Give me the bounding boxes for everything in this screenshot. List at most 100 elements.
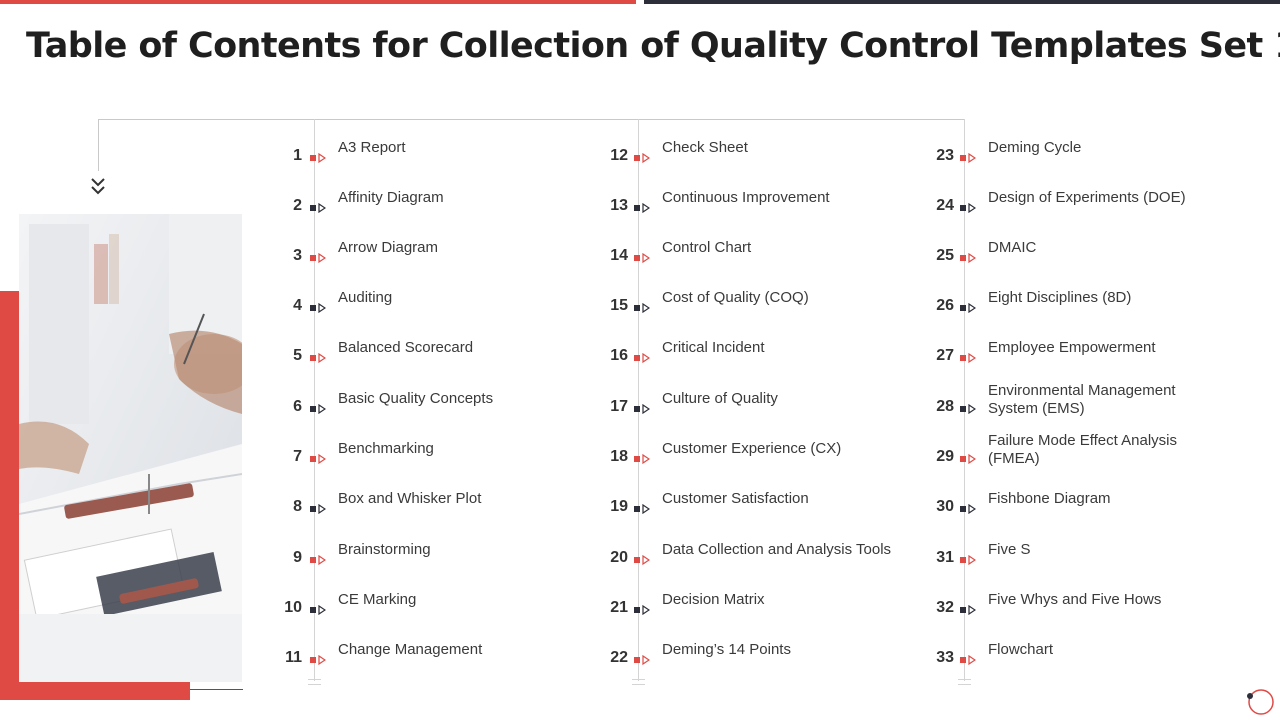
toc-item[interactable]: 8 Box and Whisker Plot — [0, 490, 1280, 530]
toc-item[interactable]: 10 CE Marking — [0, 591, 1280, 631]
toc-item-label: Control Chart — [662, 239, 752, 256]
bullet-arrow-icon — [634, 303, 650, 313]
toc-item-number: 23 — [936, 147, 954, 164]
toc-item-number: 31 — [936, 549, 954, 566]
bullet-arrow-icon — [634, 153, 650, 163]
toc-item[interactable]: 9 Brainstorming — [0, 541, 1280, 581]
toc-item[interactable]: 18 Customer Experience (CX) — [0, 440, 1280, 480]
toc-item[interactable]: 2 Affinity Diagram — [0, 189, 1280, 229]
toc-item-label: Decision Matrix — [662, 591, 765, 608]
toc-item-label: Auditing — [338, 289, 393, 306]
toc-item[interactable]: 7 Benchmarking — [0, 440, 1280, 480]
bullet-arrow-icon — [634, 203, 650, 213]
toc-item-label: Balanced Scorecard — [338, 339, 474, 356]
toc-item[interactable]: 30 Fishbone Diagram — [0, 490, 1280, 530]
toc-item-label: Environmental Management System (EMS) — [988, 382, 1176, 417]
toc-item-label: Customer Experience (CX) — [662, 440, 842, 457]
toc-item[interactable]: 28 Environmental Management System (EMS) — [0, 382, 1280, 430]
chevrons-down-icon — [91, 178, 105, 195]
column-divider-foot — [308, 679, 321, 685]
top-accent-bar-red — [0, 0, 636, 4]
toc-item-number: 25 — [936, 247, 954, 264]
toc-item[interactable]: 16 Critical Incident — [0, 339, 1280, 379]
page-title: Table of Contents for Collection of Qual… — [26, 26, 1280, 66]
bullet-arrow-icon — [960, 454, 976, 464]
toc-item-label: Employee Empowerment — [988, 339, 1156, 356]
toc-item[interactable]: 3 Arrow Diagram — [0, 239, 1280, 279]
toc-item-label: CE Marking — [338, 591, 417, 608]
toc-item[interactable]: 33 Flowchart — [0, 641, 1280, 681]
bullet-arrow-icon — [310, 454, 326, 464]
bullet-arrow-icon — [310, 353, 326, 363]
toc-item[interactable]: 31 Five S — [0, 541, 1280, 581]
toc-item-number: 12 — [610, 147, 628, 164]
bullet-arrow-icon — [960, 153, 976, 163]
toc-item-number: 8 — [293, 498, 302, 515]
toc-item-number: 33 — [936, 649, 954, 666]
toc-item[interactable]: 5 Balanced Scorecard — [0, 339, 1280, 379]
toc-item[interactable]: 19 Customer Satisfaction — [0, 490, 1280, 530]
toc-item[interactable]: 6 Basic Quality Concepts — [0, 390, 1280, 430]
column-divider — [638, 119, 639, 681]
toc-item[interactable]: 24 Design of Experiments (DOE) — [0, 189, 1280, 229]
toc-item[interactable]: 27 Employee Empowerment — [0, 339, 1280, 379]
bullet-arrow-icon — [634, 253, 650, 263]
toc-item-number: 6 — [293, 398, 302, 415]
toc-item[interactable]: 20 Data Collection and Analysis Tools — [0, 541, 1280, 581]
bullet-arrow-icon — [310, 303, 326, 313]
toc-item-label: Customer Satisfaction — [662, 490, 809, 507]
toc-item[interactable]: 12 Check Sheet — [0, 139, 1280, 179]
bullet-arrow-icon — [634, 555, 650, 565]
toc-item-number: 21 — [610, 599, 628, 616]
bullet-arrow-icon — [634, 504, 650, 514]
toc-item-number: 2 — [293, 197, 302, 214]
toc-item[interactable]: 14 Control Chart — [0, 239, 1280, 279]
toc-item-label: Critical Incident — [662, 339, 765, 356]
toc-item[interactable]: 11 Change Management — [0, 641, 1280, 681]
toc-item-number: 20 — [610, 549, 628, 566]
toc-item[interactable]: 22 Deming’s 14 Points — [0, 641, 1280, 681]
toc-item-number: 4 — [293, 297, 302, 314]
toc-item[interactable]: 13 Continuous Improvement — [0, 189, 1280, 229]
bullet-arrow-icon — [310, 504, 326, 514]
toc-item[interactable]: 21 Decision Matrix — [0, 591, 1280, 631]
toc-item[interactable]: 15 Cost of Quality (COQ) — [0, 289, 1280, 329]
bullet-arrow-icon — [960, 253, 976, 263]
business-meeting-illustration — [19, 214, 242, 682]
toc-item-number: 26 — [936, 297, 954, 314]
toc-item-label: Continuous Improvement — [662, 189, 830, 206]
toc-item[interactable]: 26 Eight Disciplines (8D) — [0, 289, 1280, 329]
toc-item-label: Arrow Diagram — [338, 239, 439, 256]
toc-item[interactable]: 1 A3 Report — [0, 139, 1280, 179]
toc-item-label: Basic Quality Concepts — [338, 390, 494, 407]
bullet-arrow-icon — [310, 153, 326, 163]
bullet-arrow-icon — [310, 203, 326, 213]
toc-item-label: Design of Experiments (DOE) — [988, 189, 1186, 206]
bullet-arrow-icon — [634, 404, 650, 414]
toc-item-number: 18 — [610, 448, 628, 465]
frame-line — [98, 119, 99, 171]
bullet-arrow-icon — [310, 605, 326, 615]
toc-item-number: 9 — [293, 549, 302, 566]
hero-photo — [19, 214, 242, 682]
photo-underline — [190, 689, 243, 690]
bullet-arrow-icon — [960, 655, 976, 665]
toc-item-number: 5 — [293, 347, 302, 364]
toc-item-number: 14 — [610, 247, 628, 264]
toc-item-number: 1 — [293, 147, 302, 164]
toc-item[interactable]: 29 Failure Mode Effect Analysis (FMEA) — [0, 432, 1280, 480]
toc-item-label: Check Sheet — [662, 139, 748, 156]
toc-item[interactable]: 17 Culture of Quality — [0, 390, 1280, 430]
toc-item-number: 13 — [610, 197, 628, 214]
bullet-arrow-icon — [310, 253, 326, 263]
toc-item[interactable]: 23 Deming Cycle — [0, 139, 1280, 179]
toc-item-number: 3 — [293, 247, 302, 264]
toc-item[interactable]: 4 Auditing — [0, 289, 1280, 329]
toc-item-number: 7 — [293, 448, 302, 465]
toc-item-label: Change Management — [338, 641, 483, 658]
toc-item-label: Benchmarking — [338, 440, 434, 457]
bullet-arrow-icon — [960, 605, 976, 615]
toc-item[interactable]: 32 Five Whys and Five Hows — [0, 591, 1280, 631]
toc-item[interactable]: 25 DMAIC — [0, 239, 1280, 279]
toc-item-number: 28 — [936, 398, 954, 415]
